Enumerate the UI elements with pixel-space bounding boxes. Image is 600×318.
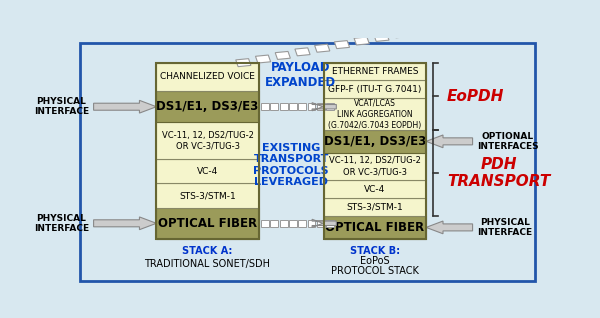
Text: PHYSICAL
INTERFACE: PHYSICAL INTERFACE (34, 214, 89, 233)
Bar (157, 159, 259, 183)
Text: ETHERNET FRAMES: ETHERNET FRAMES (332, 67, 418, 76)
Bar (261, 103, 269, 110)
Bar (289, 103, 297, 110)
Polygon shape (94, 217, 157, 230)
Bar (280, 103, 287, 110)
Bar (271, 103, 278, 110)
Bar (314, 44, 330, 52)
Text: PHYSICAL
INTERFACE: PHYSICAL INTERFACE (34, 97, 89, 116)
Text: STACK A:: STACK A: (182, 246, 233, 256)
Bar (324, 98, 426, 130)
Text: EXISTING
TRANSPORT
PROTOCOLS
LEVERAGED: EXISTING TRANSPORT PROTOCOLS LEVERAGED (253, 142, 329, 187)
Polygon shape (426, 221, 473, 234)
Text: VC-11, 12, DS2/TUG-2
OR VC-3/TUG-3: VC-11, 12, DS2/TUG-2 OR VC-3/TUG-3 (329, 156, 421, 176)
Bar (334, 41, 350, 49)
Bar (157, 63, 259, 239)
Text: OPTIONAL
INTERFACES: OPTIONAL INTERFACES (477, 132, 539, 151)
Bar (354, 37, 369, 45)
Polygon shape (312, 103, 337, 111)
Bar (324, 130, 426, 153)
Bar (324, 63, 426, 239)
Bar (157, 91, 259, 122)
Bar (236, 59, 251, 67)
Bar (157, 122, 259, 159)
Bar (157, 183, 259, 208)
Bar (298, 220, 306, 227)
Bar (324, 153, 426, 180)
Bar (374, 33, 389, 41)
Bar (295, 48, 310, 56)
Bar (289, 220, 297, 227)
Text: VC-4: VC-4 (197, 167, 218, 176)
Text: STACK B:: STACK B: (350, 246, 400, 256)
Bar (298, 103, 306, 110)
Text: OPTICAL FIBER: OPTICAL FIBER (325, 221, 424, 234)
Bar (324, 180, 426, 198)
Bar (271, 220, 278, 227)
Bar (326, 103, 334, 110)
Text: EoPDH: EoPDH (447, 89, 505, 104)
Bar (157, 63, 259, 91)
Polygon shape (94, 100, 157, 113)
Text: DS1/E1, DS3/E3: DS1/E1, DS3/E3 (324, 135, 426, 148)
Bar (326, 220, 334, 227)
Bar (256, 55, 271, 63)
Text: PHYSICAL
INTERFACE: PHYSICAL INTERFACE (477, 218, 532, 237)
Text: PAYLOAD
EXPANDED: PAYLOAD EXPANDED (265, 61, 336, 89)
Bar (324, 216, 426, 239)
Text: VCAT/LCAS
LINK AGGREGATION
(G.7042/G.7043 EOPDH): VCAT/LCAS LINK AGGREGATION (G.7042/G.704… (328, 99, 422, 130)
Text: VC-4: VC-4 (364, 184, 386, 194)
Text: VC-11, 12, DS2/TUG-2
OR VC-3/TUG-3: VC-11, 12, DS2/TUG-2 OR VC-3/TUG-3 (161, 131, 253, 151)
Polygon shape (426, 135, 473, 148)
Polygon shape (312, 219, 337, 227)
Text: CHANNELIZED VOICE: CHANNELIZED VOICE (160, 73, 255, 81)
Bar (317, 220, 325, 227)
Bar (261, 220, 269, 227)
Bar (324, 63, 426, 80)
Bar (308, 220, 316, 227)
Text: STS-3/STM-1: STS-3/STM-1 (347, 203, 403, 211)
Text: GFP-F (ITU-T G.7041): GFP-F (ITU-T G.7041) (328, 85, 422, 94)
Bar (280, 220, 287, 227)
Bar (324, 80, 426, 98)
Bar (275, 52, 290, 59)
Text: PDH
TRANSPORT: PDH TRANSPORT (447, 157, 550, 189)
Text: STS-3/STM-1: STS-3/STM-1 (179, 191, 236, 200)
Bar (308, 103, 316, 110)
Bar (324, 198, 426, 216)
Text: DS1/E1, DS3/E3: DS1/E1, DS3/E3 (157, 100, 259, 113)
Text: EoPoS: EoPoS (360, 256, 390, 266)
Bar (157, 208, 259, 239)
Text: PROTOCOL STACK: PROTOCOL STACK (331, 266, 419, 276)
Text: OPTICAL FIBER: OPTICAL FIBER (158, 217, 257, 230)
Bar (413, 26, 428, 34)
Text: TRADITIONAL SONET/SDH: TRADITIONAL SONET/SDH (145, 259, 271, 268)
Bar (394, 30, 409, 38)
Bar (317, 103, 325, 110)
